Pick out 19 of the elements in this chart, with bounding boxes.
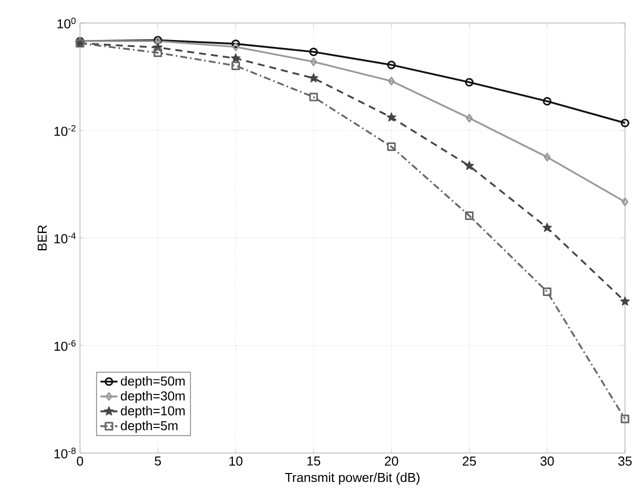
legend-label: depth=50m [120, 376, 185, 388]
x-tick-label: 5 [154, 456, 161, 466]
y-axis-title: BER [38, 225, 47, 250]
x-tick-label: 35 [618, 456, 632, 466]
x-tick-label: 10 [229, 456, 242, 466]
x-tick-label: 25 [462, 456, 476, 466]
y-tick-label: 10$^{-6}$ [54, 340, 76, 351]
y-tick-label: 10$^{0}$ [58, 18, 76, 28]
legend-label: depth=10m [120, 406, 185, 418]
y-tick-label: 10$^{-8}$ [54, 448, 76, 458]
x-tick-label: 15 [307, 456, 320, 466]
legend-label: depth=30m [120, 391, 185, 404]
x-tick-label: 20 [384, 456, 398, 466]
y-tick-label: 10$^{-4}$ [54, 232, 76, 244]
x-axis-title: Transmit power/Bit (dB) [285, 472, 420, 485]
x-tick-label: 0 [76, 456, 84, 466]
legend-label: depth=5m [120, 420, 178, 433]
y-tick-label: 10$^{-2}$ [54, 125, 76, 136]
x-tick-label: 30 [540, 456, 554, 466]
